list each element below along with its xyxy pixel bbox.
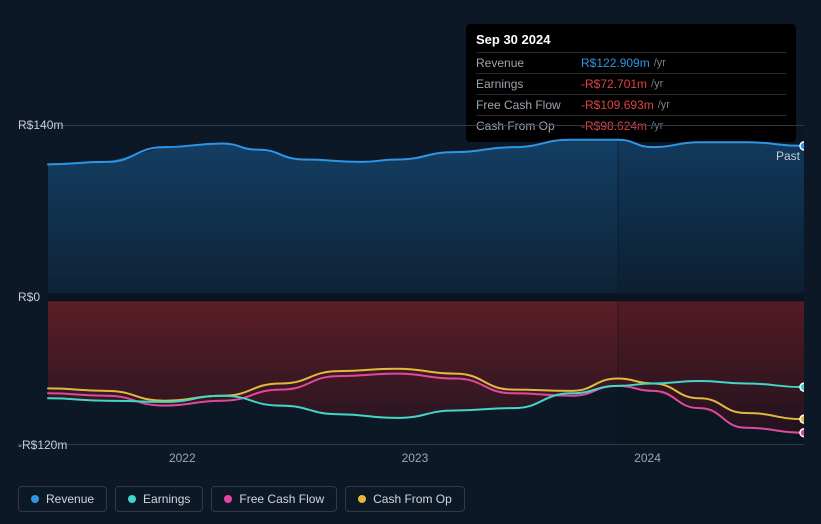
- tooltip-metric-unit: /yr: [651, 78, 663, 90]
- tooltip-metric-label: Revenue: [476, 56, 581, 70]
- legend-dot-icon: [358, 495, 366, 503]
- tooltip-metric-value: -R$109.693m: [581, 98, 654, 112]
- legend-dot-icon: [128, 495, 136, 503]
- y-axis-label: R$0: [18, 290, 40, 304]
- tooltip-date: Sep 30 2024: [476, 30, 786, 52]
- legend-label: Cash From Op: [373, 492, 452, 506]
- legend-item[interactable]: Cash From Op: [345, 486, 465, 512]
- legend-dot-icon: [31, 495, 39, 503]
- tooltip-metric-value: -R$72.701m: [581, 77, 647, 91]
- tooltip-metric-value: R$122.909m: [581, 56, 650, 70]
- legend-item[interactable]: Revenue: [18, 486, 107, 512]
- y-axis-label: R$140m: [18, 118, 63, 132]
- x-axis-label: 2022: [169, 451, 196, 465]
- tooltip-row: RevenueR$122.909m/yr: [476, 52, 786, 73]
- chart-legend: Revenue Earnings Free Cash Flow Cash From O…: [18, 486, 465, 512]
- financials-chart: R$140mR$0-R$120m Past 202220232024: [18, 125, 804, 445]
- y-axis-label: -R$120m: [18, 438, 67, 452]
- legend-item[interactable]: Earnings: [115, 486, 203, 512]
- legend-label: Free Cash Flow: [239, 492, 324, 506]
- legend-dot-icon: [224, 495, 232, 503]
- tooltip-metric-label: Earnings: [476, 77, 581, 91]
- tooltip-row: Earnings-R$72.701m/yr: [476, 73, 786, 94]
- tooltip-metric-unit: /yr: [658, 99, 670, 111]
- legend-label: Revenue: [46, 492, 94, 506]
- x-axis-label: 2024: [634, 451, 661, 465]
- x-axis-label: 2023: [402, 451, 429, 465]
- tooltip-metric-label: Free Cash Flow: [476, 98, 581, 112]
- legend-label: Earnings: [143, 492, 190, 506]
- legend-item[interactable]: Free Cash Flow: [211, 486, 337, 512]
- tooltip-metric-unit: /yr: [654, 57, 666, 69]
- tooltip-row: Free Cash Flow-R$109.693m/yr: [476, 94, 786, 115]
- past-label: Past: [776, 149, 800, 163]
